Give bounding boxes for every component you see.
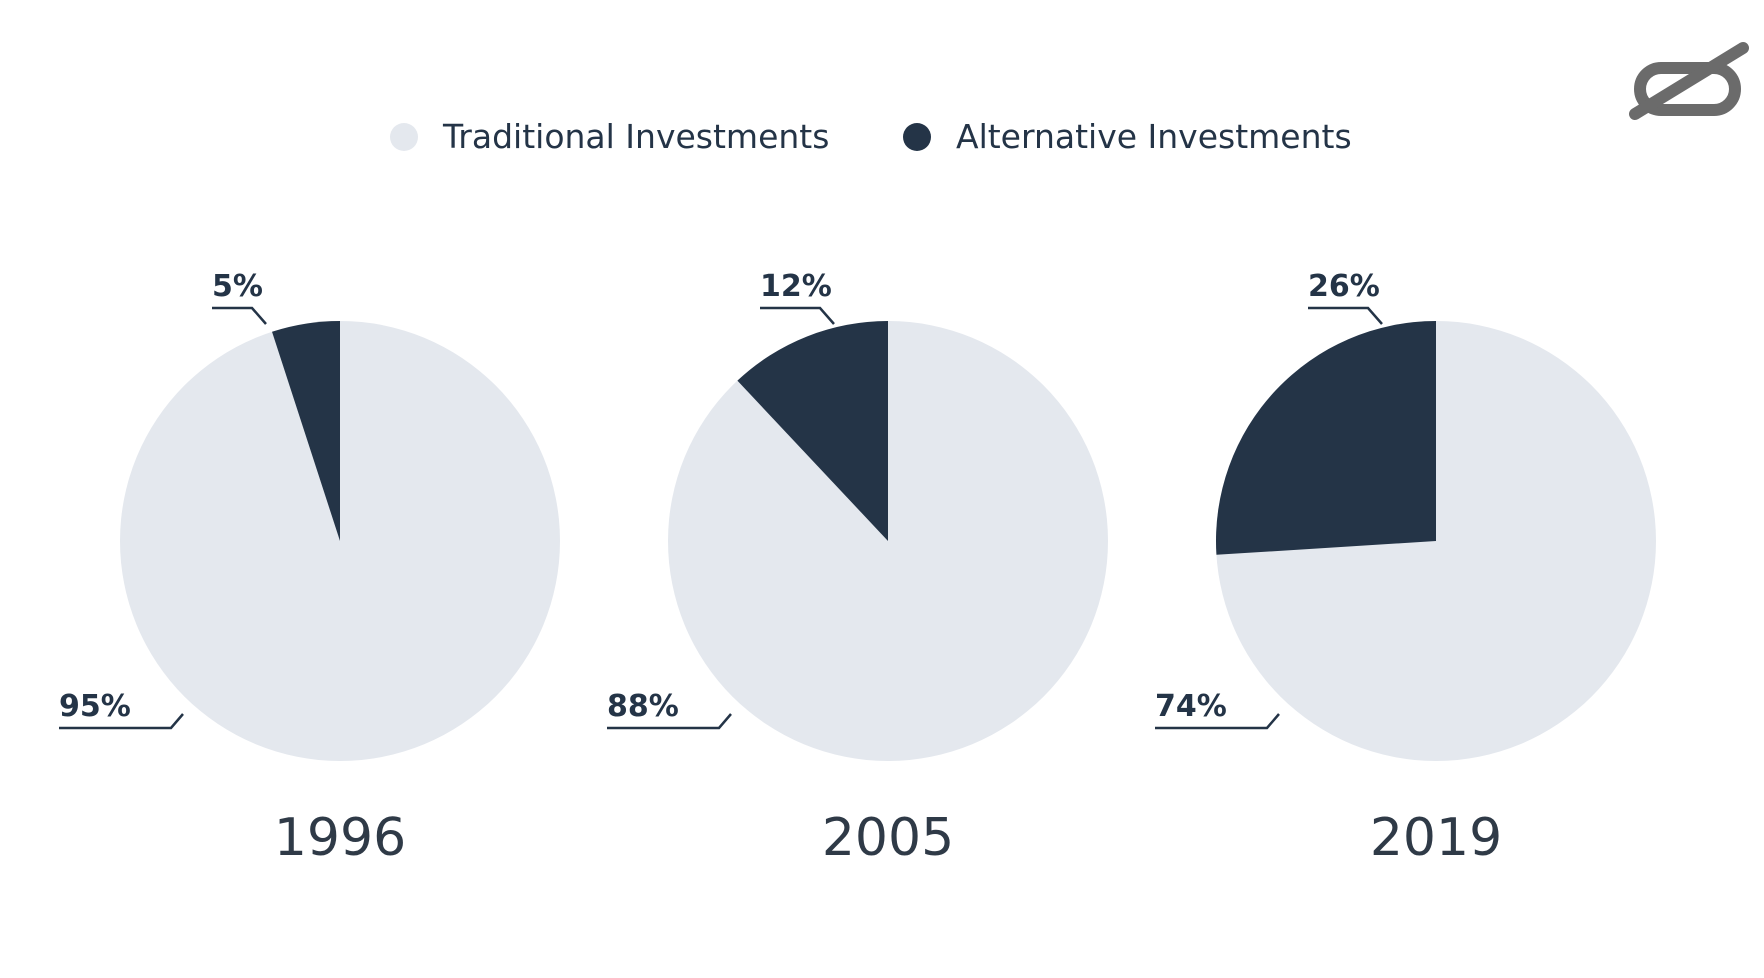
- pie-slice-alternative: [1215, 320, 1436, 555]
- data-label-traditional: 88%: [607, 689, 679, 724]
- leader-line-traditional: [1155, 713, 1280, 730]
- pie-slice-alternative: [737, 321, 888, 541]
- legend: Traditional Investments Alternative Inve…: [390, 117, 1352, 156]
- data-label-alternative: 5%: [212, 269, 263, 304]
- leader-line-alternative: [212, 306, 267, 325]
- chart-title-year: 2005: [822, 808, 954, 868]
- leader-line-alternative: [760, 306, 835, 325]
- data-label-alternative: 26%: [1308, 269, 1380, 304]
- legend-label-alternative: Alternative Investments: [956, 117, 1352, 156]
- leader-line-alternative: [1308, 306, 1383, 325]
- data-label-traditional: 74%: [1155, 689, 1227, 724]
- chart-title-year: 2019: [1370, 808, 1502, 868]
- leader-line-traditional: [59, 713, 184, 730]
- chart-title-year: 1996: [274, 808, 406, 868]
- pie-chart-2019: 26% 74% 2019: [1155, 269, 1656, 868]
- legend-swatch-traditional: [390, 123, 418, 151]
- legend-swatch-alternative: [903, 123, 931, 151]
- data-label-alternative: 12%: [760, 269, 832, 304]
- pie-chart-2005: 12% 88% 2005: [607, 269, 1108, 868]
- data-label-traditional: 95%: [59, 689, 131, 724]
- pie-slice-alternative: [272, 321, 340, 541]
- pie-chart-1996: 5% 95% 1996: [59, 269, 560, 868]
- slashed-zero-logo-icon: [1629, 42, 1749, 120]
- leader-line-traditional: [607, 713, 732, 730]
- legend-item-traditional: Traditional Investments: [390, 117, 829, 156]
- legend-label-traditional: Traditional Investments: [442, 117, 829, 156]
- legend-item-alternative: Alternative Investments: [903, 117, 1352, 156]
